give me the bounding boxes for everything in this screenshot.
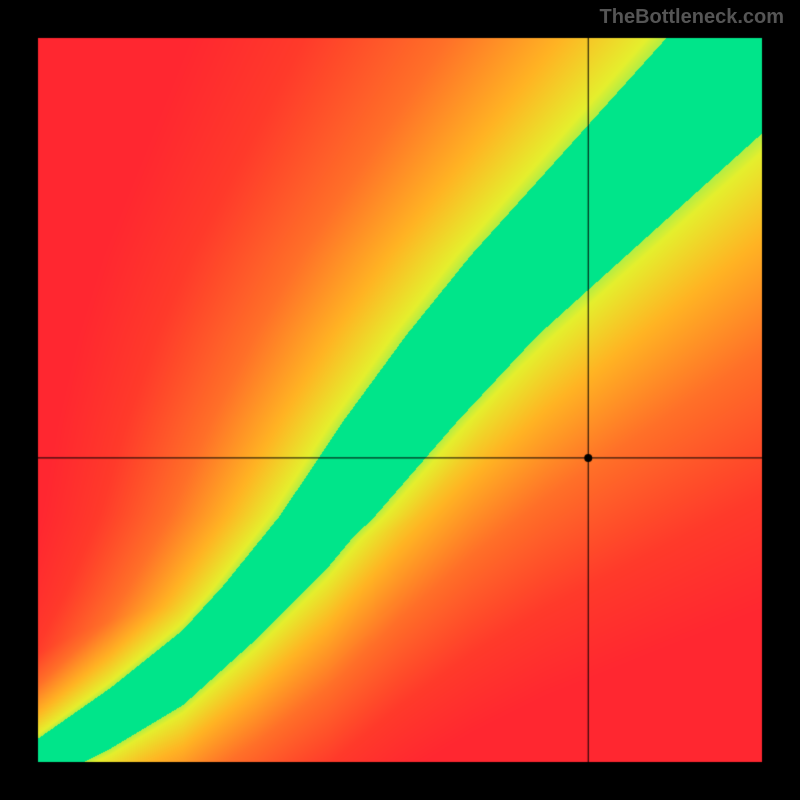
bottleneck-heatmap [0, 0, 800, 800]
watermark-text: TheBottleneck.com [600, 6, 784, 29]
chart-container: TheBottleneck.com [0, 0, 800, 800]
